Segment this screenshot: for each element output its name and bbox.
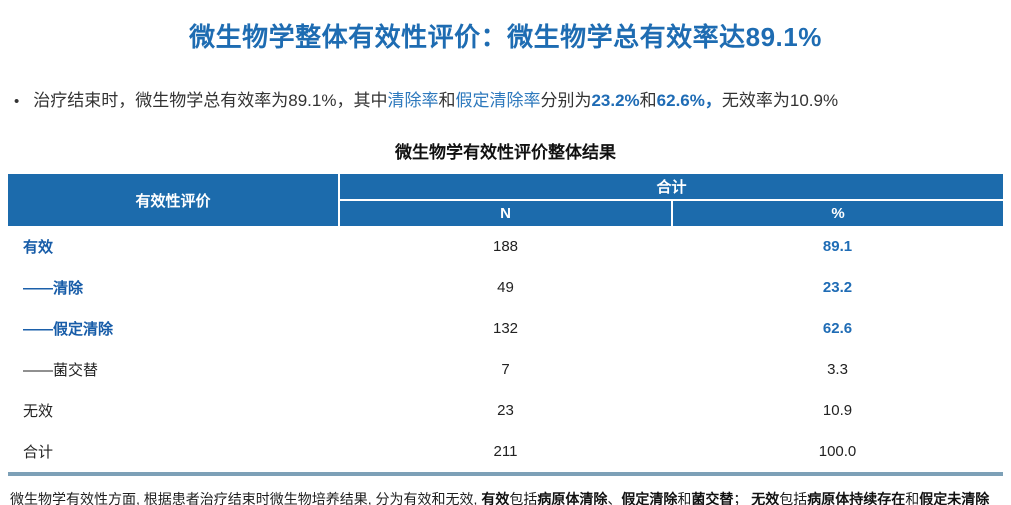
row-n-value: 188 xyxy=(339,226,672,267)
table-row: 有效 188 89.1 xyxy=(8,226,1004,267)
text-segment: 假定清除率 xyxy=(455,91,541,110)
row-n-value: 7 xyxy=(339,349,672,390)
row-label: 合计 xyxy=(8,431,339,474)
row-label: ——菌交替 xyxy=(8,349,339,390)
row-n-value: 132 xyxy=(339,308,672,349)
footnote: 微生物学有效性方面, 根据患者治疗结束时微生物培养结果, 分为有效和无效, 有效… xyxy=(10,490,1001,505)
text-segment: 清除率 xyxy=(387,91,439,110)
row-label: ——清除 xyxy=(8,267,339,308)
table-row: 合计 211 100.0 xyxy=(8,431,1004,474)
bullet-marker: • xyxy=(14,93,20,110)
text-segment: ； xyxy=(733,491,752,505)
summary-bullet: • 治疗结束时，微生物学总有效率为89.1%，其中清除率和假定清除率分别为23.… xyxy=(14,90,1001,113)
results-table: 有效性评价 合计 N % 有效 188 89.1 ——清除 49 23.2 ——假定清除 13… xyxy=(8,174,1004,476)
row-pct-value: 23.2 xyxy=(672,267,1004,308)
text-segment: 23.2% xyxy=(591,91,640,110)
row-n-value: 211 xyxy=(339,431,672,474)
text-segment: 微生物学有效性方面, 根据患者治疗结束时微生物培养结果, 分为有效和无效, xyxy=(10,491,482,505)
row-pct-value: 62.6 xyxy=(672,308,1004,349)
text-segment: 无效率为10.9% xyxy=(721,91,839,110)
table-row: 无效 23 10.9 xyxy=(8,390,1004,431)
row-n-value: 49 xyxy=(339,267,672,308)
text-segment: 治疗结束时，微生物学总有效率为89.1%，其中 xyxy=(33,91,388,110)
row-label: ——假定清除 xyxy=(8,308,339,349)
row-label: 无效 xyxy=(8,390,339,431)
table-caption: 微生物学有效性评价整体结果 xyxy=(395,143,616,162)
text-segment: 分别为 xyxy=(540,91,592,110)
page-title: 微生物学整体有效性评价：微生物学总有效率达89.1% xyxy=(189,22,822,52)
header-percent: % xyxy=(670,199,1004,226)
summary-bullet-text: 治疗结束时，微生物学总有效率为89.1%，其中清除率和假定清除率分别为23.2%… xyxy=(33,90,838,112)
text-segment: 无效 xyxy=(751,491,780,505)
row-pct-value: 89.1 xyxy=(672,226,1004,267)
row-pct-value: 100.0 xyxy=(672,431,1004,474)
table-row: ——清除 49 23.2 xyxy=(8,267,1004,308)
text-segment: 有效 xyxy=(481,491,510,505)
row-pct-value: 3.3 xyxy=(672,349,1004,390)
text-segment: 和 xyxy=(677,491,692,505)
text-segment: 病原体持续存在 xyxy=(807,491,906,505)
header-evaluation: 有效性评价 xyxy=(8,174,340,226)
text-segment: 假定未清除 xyxy=(919,491,990,505)
table-body: 有效 188 89.1 ——清除 49 23.2 ——假定清除 132 62.6 ——菌交替 7 3.… xyxy=(8,226,1004,474)
row-n-value: 23 xyxy=(339,390,672,431)
text-segment: 62.6%， xyxy=(656,91,722,110)
header-total-group: 合计 xyxy=(337,174,1004,201)
text-segment: 和 xyxy=(905,491,920,505)
text-segment: 、 xyxy=(607,491,622,505)
row-pct-value: 10.9 xyxy=(672,390,1004,431)
text-segment: 和 xyxy=(639,91,657,110)
table-row: ——假定清除 132 62.6 xyxy=(8,308,1004,349)
text-segment: 和 xyxy=(438,91,456,110)
text-segment: 病原体清除 xyxy=(537,491,608,505)
text-segment: 包括 xyxy=(779,491,808,505)
text-segment: 假定清除 xyxy=(621,491,678,505)
text-segment: 菌交替 xyxy=(691,491,734,505)
table-row: ——菌交替 7 3.3 xyxy=(8,349,1004,390)
table-header: 有效性评价 合计 N % xyxy=(8,174,1004,226)
row-label: 有效 xyxy=(8,226,339,267)
header-n: N xyxy=(338,199,673,226)
text-segment: 包括 xyxy=(509,491,538,505)
